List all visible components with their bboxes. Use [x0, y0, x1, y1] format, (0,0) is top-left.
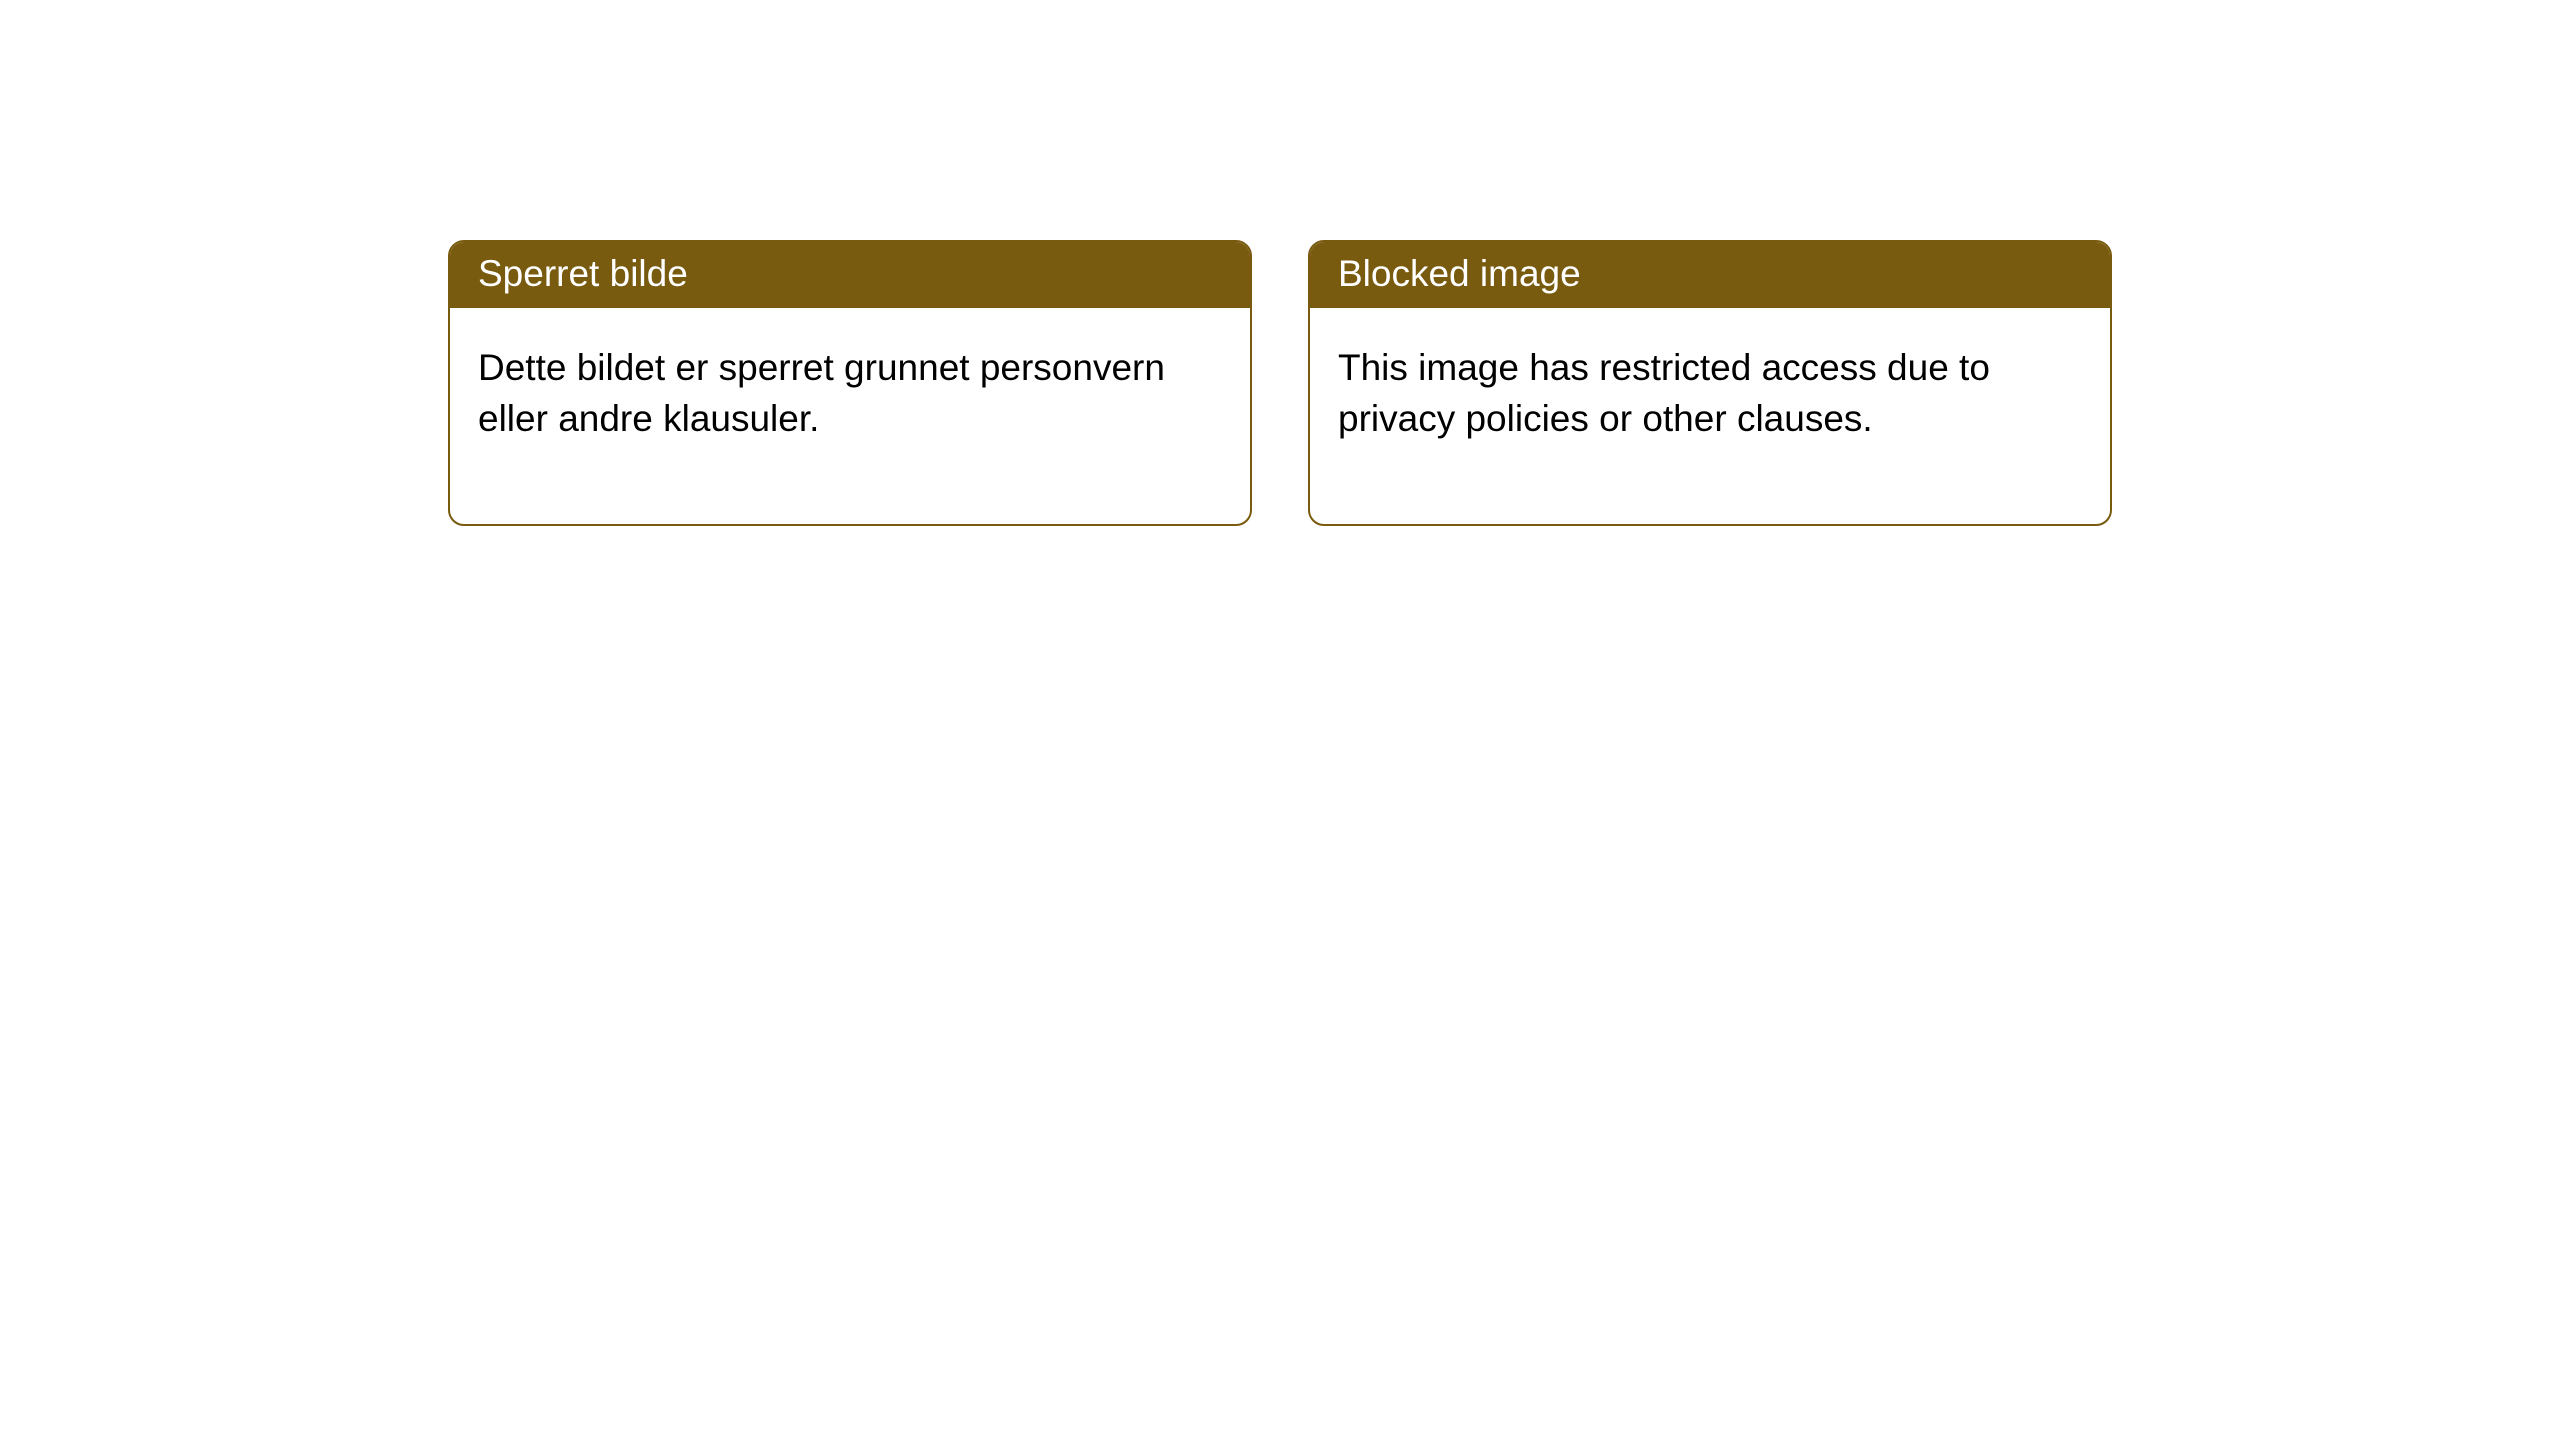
notice-card-norwegian: Sperret bilde Dette bildet er sperret gr… — [448, 240, 1252, 526]
notice-title-english: Blocked image — [1310, 242, 2110, 308]
notice-body-norwegian: Dette bildet er sperret grunnet personve… — [450, 308, 1250, 524]
notice-body-english: This image has restricted access due to … — [1310, 308, 2110, 524]
notice-title-norwegian: Sperret bilde — [450, 242, 1250, 308]
notice-container: Sperret bilde Dette bildet er sperret gr… — [0, 0, 2560, 526]
notice-card-english: Blocked image This image has restricted … — [1308, 240, 2112, 526]
